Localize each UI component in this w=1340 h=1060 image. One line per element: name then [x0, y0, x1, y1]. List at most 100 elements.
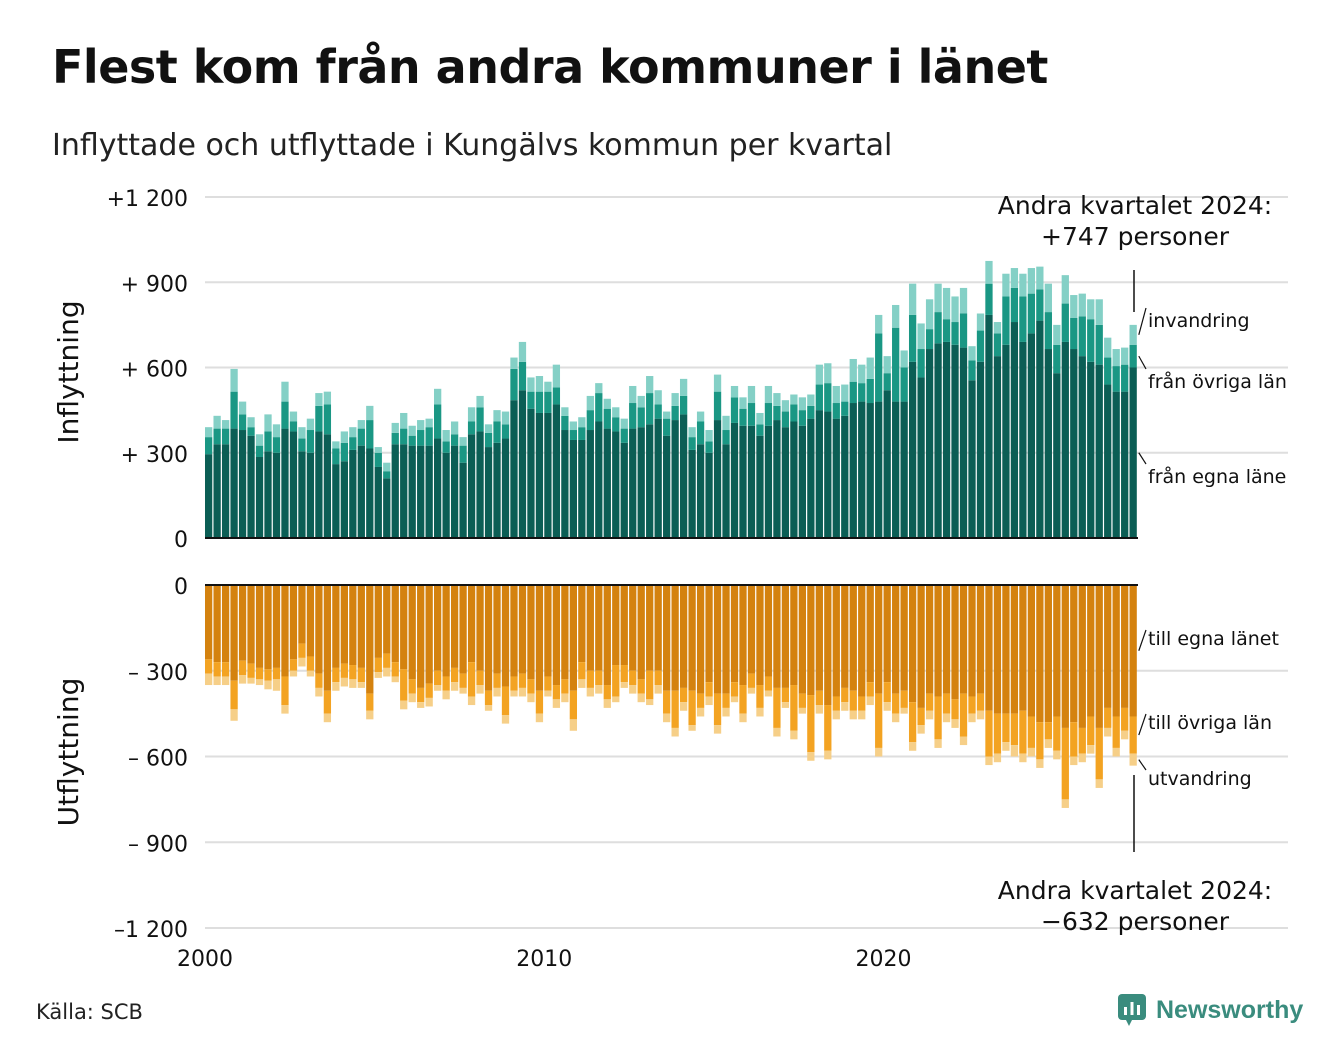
bar-segment — [205, 585, 213, 660]
bar-segment — [764, 690, 773, 697]
bar-segment — [383, 471, 391, 479]
bar-segment — [255, 457, 264, 538]
bar-segment — [578, 585, 586, 663]
bar-segment — [849, 585, 857, 691]
bar-segment — [357, 420, 365, 429]
bar-segment — [476, 585, 484, 671]
bar-segment — [459, 445, 467, 463]
bar-segment — [264, 585, 272, 670]
bar-segment — [612, 665, 620, 697]
bar-segment — [1053, 585, 1061, 717]
bar-segment — [993, 753, 1002, 763]
bar-segment — [629, 670, 637, 686]
bar-segment — [976, 693, 985, 711]
bar-segment — [272, 679, 281, 691]
bar-segment — [866, 403, 874, 538]
bar-segment — [340, 677, 348, 687]
annotation-bottom-line1: Andra kvartalet 2024: — [998, 876, 1272, 905]
bar-segment — [747, 403, 756, 426]
bar-segment — [892, 713, 900, 723]
bar-segment — [756, 685, 764, 708]
bar-segment — [417, 702, 425, 708]
bar-segment — [552, 585, 561, 686]
bar-segment — [255, 585, 264, 668]
bar-segment — [637, 407, 645, 428]
bar-segment — [264, 680, 272, 690]
bar-segment — [425, 418, 433, 428]
bar-segment — [790, 685, 798, 731]
bar-segment — [408, 693, 416, 703]
bar-segment — [1112, 716, 1120, 748]
bar-segment — [942, 319, 951, 342]
bar-segment — [917, 725, 925, 734]
bar-segment — [366, 585, 374, 694]
bar-segment — [739, 713, 747, 723]
bar-segment — [476, 395, 484, 408]
bar-segment — [230, 709, 238, 721]
bar-segment — [247, 435, 255, 538]
bar-segment — [993, 585, 1002, 714]
bar-segment — [357, 445, 365, 538]
bar-segment — [281, 705, 289, 714]
y-tick-label: +1 200 — [107, 187, 188, 212]
bar-segment — [858, 401, 866, 538]
bar-segment — [1129, 585, 1137, 717]
bar-segment — [383, 653, 391, 668]
bar-segment — [1070, 585, 1078, 723]
bar-segment — [417, 585, 425, 688]
bar-segment — [213, 662, 221, 677]
bar-segment — [323, 585, 332, 691]
bar-segment — [722, 693, 730, 708]
bar-segment — [637, 395, 645, 408]
bar-segment — [272, 424, 281, 438]
bar-segment — [442, 441, 450, 453]
bar-segment — [900, 585, 908, 691]
annotation-bottom-line2: −632 personer — [1041, 907, 1230, 936]
bar-segment — [493, 687, 501, 697]
bar-segment — [417, 420, 425, 431]
bar-segment — [934, 696, 942, 740]
bar-segment — [942, 341, 951, 538]
bar-segment — [646, 376, 654, 394]
bar-segment — [993, 713, 1002, 754]
bar-segment — [1010, 713, 1019, 746]
bar-segment — [841, 585, 849, 688]
bar-segment — [501, 424, 510, 439]
bar-segment — [756, 585, 764, 686]
bar-segment — [1087, 319, 1095, 362]
bar-segment — [858, 710, 866, 720]
bar-segment — [289, 411, 298, 422]
bar-segment — [892, 304, 900, 328]
bar-segment — [798, 410, 807, 426]
bar-segment — [1019, 753, 1027, 763]
bar-segment — [298, 585, 306, 644]
y-tick-label: 0 — [174, 528, 188, 553]
bar-segment — [569, 585, 577, 691]
bar-segment — [434, 670, 442, 686]
y-tick-label: 0 — [174, 575, 188, 600]
bar-segment — [849, 710, 857, 720]
bar-segment — [815, 364, 823, 385]
bar-segment — [824, 363, 832, 384]
bar-segment — [705, 452, 713, 538]
bar-segment — [391, 662, 399, 677]
bar-segment — [730, 385, 739, 398]
bar-segment — [366, 420, 374, 449]
annotation-top-line1: Andra kvartalet 2024: — [998, 191, 1272, 220]
bar-segment — [595, 670, 603, 686]
bar-segment — [501, 686, 510, 716]
bar-segment — [798, 707, 807, 714]
bar-segment — [205, 454, 213, 538]
newsworthy-logo-icon — [1118, 994, 1146, 1026]
bar-segment — [798, 397, 807, 411]
bar-segment — [213, 676, 221, 686]
bar-segment — [391, 432, 399, 445]
bar-segment — [467, 434, 476, 538]
bar-segment — [298, 657, 306, 667]
series-label: invandring — [1148, 310, 1250, 332]
bar-segment — [875, 747, 883, 757]
bar-segment — [247, 417, 255, 428]
bar-segment — [790, 585, 798, 686]
bar-segment — [671, 405, 679, 421]
bar-segment — [552, 404, 561, 538]
